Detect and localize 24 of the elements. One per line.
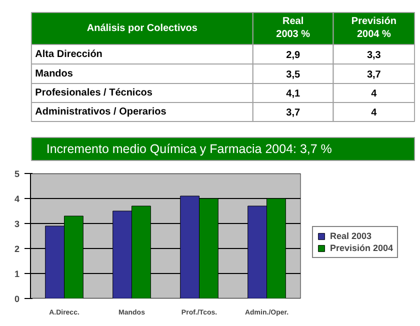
text: Real 2003 % — [276, 16, 310, 40]
text: 3,7 — [286, 108, 300, 118]
text: Análisis por Colectivos — [86, 23, 198, 34]
y-tick-label: 5 — [14, 169, 20, 179]
text: Profesionales / Técnicos — [35, 88, 153, 98]
text: 3,3 — [366, 50, 382, 61]
text: Mandos — [35, 68, 74, 80]
y-tick-label: 2 — [14, 244, 20, 254]
text: 4 — [371, 108, 378, 118]
text: 3,7 — [366, 69, 382, 80]
text: Administrativos / Operarios — [35, 106, 167, 118]
text: 2,9 — [286, 50, 300, 61]
y-tick-label: 1 — [14, 269, 20, 279]
legend-label: Previsión 2004 — [330, 243, 394, 253]
text: 4 — [371, 88, 378, 100]
text: Previsión 2004 % — [351, 16, 396, 40]
y-tick-label: 3 — [14, 219, 20, 229]
legend-label: Real 2003 — [330, 231, 372, 241]
text: 3,5 — [286, 69, 300, 80]
text: Incremento medio Química y Farmacia 2004: 3,7 % — [46, 142, 332, 156]
y-tick-label: 0 — [14, 294, 20, 304]
y-tick-label: 4 — [14, 194, 20, 204]
text: 4,1 — [286, 88, 300, 100]
text: Alta Dirección — [35, 48, 102, 60]
